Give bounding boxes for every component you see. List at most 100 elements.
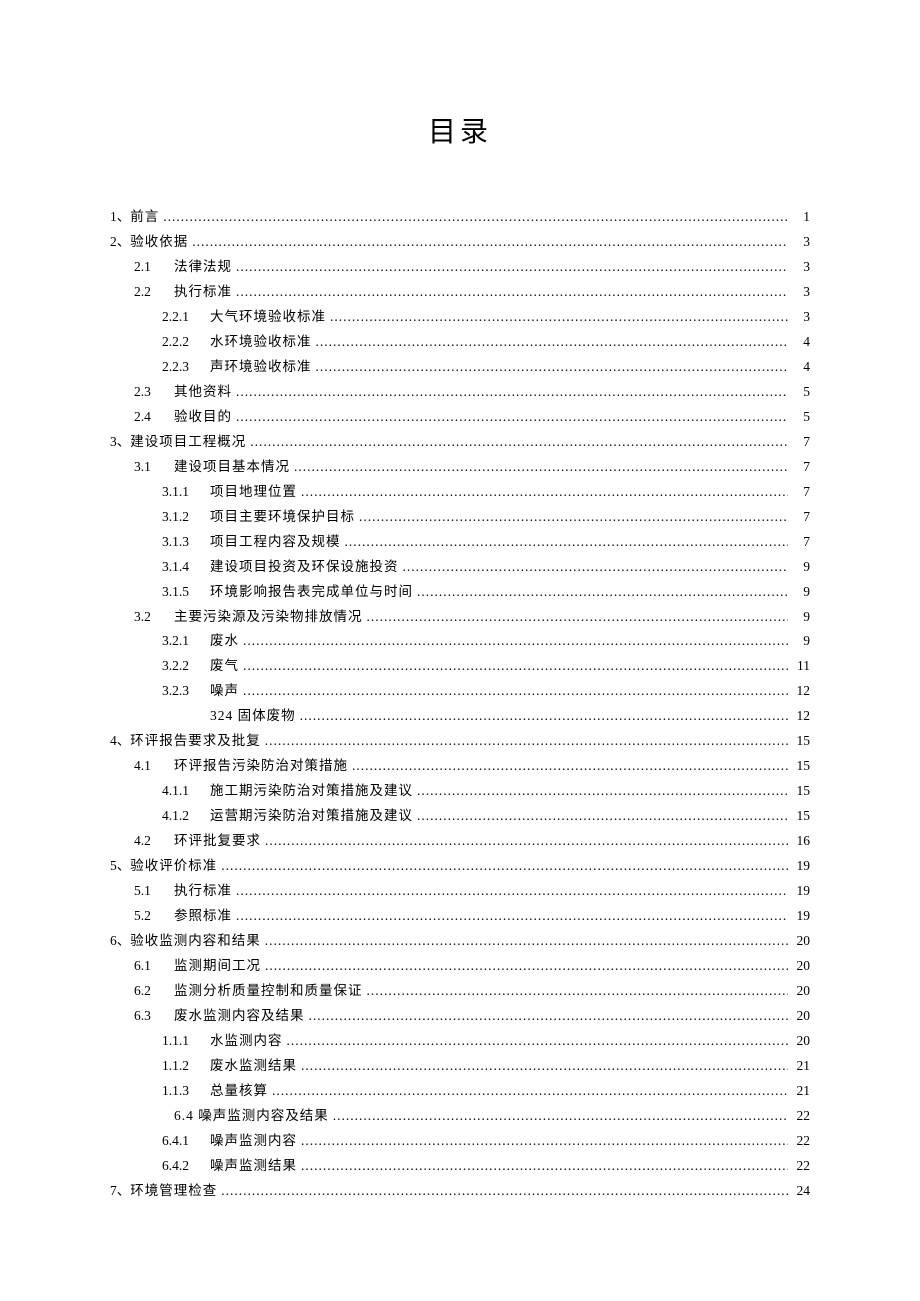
toc-entry-number: 5.2 [134, 904, 174, 929]
table-of-contents: 1、前言12、验收依据32.1法律法规32.2执行标准32.2.1大气环境验收标… [110, 205, 810, 1204]
toc-leader-dots [316, 355, 789, 380]
toc-entry-label: 验收依据 [130, 230, 188, 255]
toc-entry: 3.1.3项目工程内容及规模7 [110, 530, 810, 555]
toc-entry-page: 7 [792, 505, 810, 530]
toc-entry: 6.1监测期间工况20 [110, 954, 810, 979]
toc-entry-label: 水监测内容 [210, 1029, 283, 1054]
toc-entry-label: 大气环境验收标准 [210, 305, 326, 330]
toc-entry: 6.4.2噪声监测结果22 [110, 1154, 810, 1179]
toc-entry-number: 2.4 [134, 405, 174, 430]
toc-entry: 2、验收依据3 [110, 230, 810, 255]
toc-entry-number: 5、 [110, 854, 130, 879]
toc-entry-page: 9 [792, 605, 810, 630]
toc-entry-number: 3.1.2 [162, 505, 210, 530]
toc-leader-dots [367, 979, 789, 1004]
toc-leader-dots [301, 1129, 788, 1154]
toc-entry-page: 19 [792, 879, 810, 904]
toc-entry-number: 5.1 [134, 879, 174, 904]
toc-entry-label: 噪声 [210, 679, 239, 704]
toc-entry-page: 20 [792, 954, 810, 979]
toc-leader-dots [265, 954, 788, 979]
toc-entry: 5、验收评价标准19 [110, 854, 810, 879]
toc-leader-dots [345, 530, 789, 555]
toc-entry-number: 3.2 [134, 605, 174, 630]
toc-entry-label: 废气 [210, 654, 239, 679]
toc-leader-dots [301, 1054, 788, 1079]
toc-entry: 1.1.2废水监测结果21 [110, 1054, 810, 1079]
toc-entry: 2.4验收目的5 [110, 405, 810, 430]
toc-entry: 3.2主要污染源及污染物排放情况9 [110, 605, 810, 630]
toc-leader-dots [243, 654, 788, 679]
toc-leader-dots [192, 230, 788, 255]
toc-leader-dots [265, 929, 788, 954]
toc-entry: 1.1.3总量核算21 [110, 1079, 810, 1104]
toc-entry-number: 2.2.3 [162, 355, 210, 380]
toc-entry-label: 法律法规 [174, 255, 232, 280]
toc-entry-page: 3 [792, 280, 810, 305]
toc-entry-page: 9 [792, 629, 810, 654]
toc-entry: 4.1.2运营期污染防治对策措施及建议15 [110, 804, 810, 829]
toc-entry-page: 3 [792, 230, 810, 255]
toc-entry-page: 4 [792, 355, 810, 380]
toc-leader-dots [300, 704, 788, 729]
toc-entry: 4.1环评报告污染防治对策措施15 [110, 754, 810, 779]
toc-entry-label: 参照标准 [174, 904, 232, 929]
toc-entry-number: 3.1.1 [162, 480, 210, 505]
toc-entry-number: 2.2.2 [162, 330, 210, 355]
toc-entry-label: 项目地理位置 [210, 480, 297, 505]
toc-leader-dots [236, 280, 788, 305]
toc-entry-label: 环评报告要求及批复 [130, 729, 261, 754]
toc-entry: 1、前言 1 [110, 205, 810, 230]
toc-entry-number: 2.2 [134, 280, 174, 305]
toc-leader-dots [316, 330, 789, 355]
toc-entry-number: 3.2.3 [162, 679, 210, 704]
toc-entry-page: 22 [792, 1104, 810, 1129]
toc-leader-dots [221, 1179, 788, 1204]
toc-entry: 6、验收监测内容和结果20 [110, 929, 810, 954]
toc-entry-number: 6、 [110, 929, 130, 954]
toc-entry-number: 2.3 [134, 380, 174, 405]
toc-leader-dots [352, 754, 788, 779]
toc-entry: 324 固体废物12 [110, 704, 810, 729]
toc-entry-page: 16 [792, 829, 810, 854]
toc-entry-label: 监测期间工况 [174, 954, 261, 979]
toc-entry-number: 4.1.2 [162, 804, 210, 829]
toc-entry: 2.2.1大气环境验收标准3 [110, 305, 810, 330]
toc-leader-dots [236, 380, 788, 405]
toc-entry-label: 前言 [130, 205, 159, 230]
page-title: 目录 [110, 110, 810, 150]
toc-entry-label: 噪声监测结果 [210, 1154, 297, 1179]
toc-leader-dots [309, 1004, 789, 1029]
toc-entry-label: 环境管理检查 [130, 1179, 217, 1204]
toc-entry-label: 废水 [210, 629, 239, 654]
toc-entry: 3.1建设项目基本情况7 [110, 455, 810, 480]
toc-entry: 3.2.1废水 9 [110, 629, 810, 654]
toc-entry-label: 建设项目投资及环保设施投资 [210, 555, 399, 580]
toc-entry-page: 24 [792, 1179, 810, 1204]
toc-entry-number: 3.2.1 [162, 629, 210, 654]
toc-entry-label: 水环境验收标准 [210, 330, 312, 355]
toc-leader-dots [287, 1029, 789, 1054]
toc-leader-dots [417, 779, 788, 804]
toc-leader-dots [250, 430, 788, 455]
toc-entry-number: 4.1 [134, 754, 174, 779]
toc-entry-page: 1 [792, 205, 810, 230]
toc-entry-number: 1、 [110, 205, 130, 230]
toc-entry-label: 项目工程内容及规模 [210, 530, 341, 555]
toc-entry-page: 22 [792, 1154, 810, 1179]
toc-entry-label: 废水监测结果 [210, 1054, 297, 1079]
toc-entry-page: 15 [792, 779, 810, 804]
toc-entry-page: 5 [792, 380, 810, 405]
toc-entry-number: 3.1 [134, 455, 174, 480]
toc-entry-page: 20 [792, 929, 810, 954]
toc-entry: 6.4 噪声监测内容及结果22 [110, 1104, 810, 1129]
toc-leader-dots [330, 305, 788, 330]
toc-entry: 3.1.1项目地理位置7 [110, 480, 810, 505]
toc-entry-number: 3.1.3 [162, 530, 210, 555]
toc-entry-page: 7 [792, 430, 810, 455]
toc-leader-dots [417, 580, 788, 605]
toc-entry: 2.1法律法规3 [110, 255, 810, 280]
toc-leader-dots [417, 804, 788, 829]
toc-leader-dots [236, 405, 788, 430]
toc-entry: 3、建设项目工程概况7 [110, 430, 810, 455]
